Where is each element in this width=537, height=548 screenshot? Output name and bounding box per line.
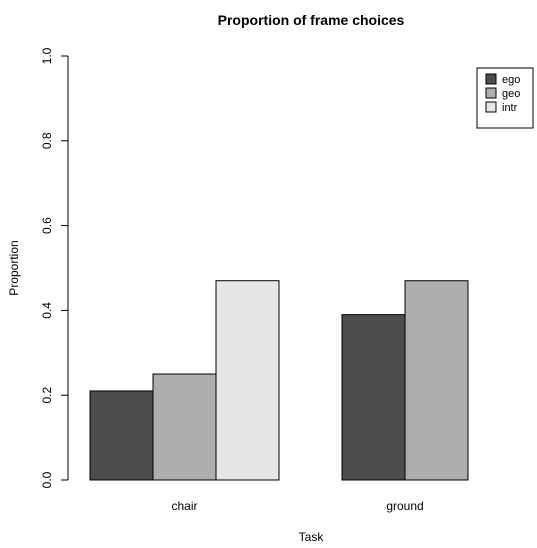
x-tick-label: chair: [171, 499, 197, 513]
bar-geo-chair: [152, 373, 217, 481]
legend: ego geo intr: [476, 67, 534, 129]
y-axis-label: Proportion: [7, 240, 21, 295]
y-tick-label: 0.2: [40, 387, 54, 404]
y-tick-label: 1.0: [40, 47, 54, 64]
legend-swatch-intr: [485, 101, 497, 113]
legend-swatch-geo: [485, 87, 497, 99]
bar-intr-chair: [215, 280, 280, 481]
y-axis: 0.0 0.2 0.4 0.6 0.8 1.0: [40, 47, 69, 488]
legend-box: [476, 67, 534, 129]
legend-label-geo: geo: [502, 88, 520, 100]
y-tick-label: 0.8: [40, 132, 54, 149]
y-tick-label: 0.6: [40, 217, 54, 234]
legend-label-ego: ego: [502, 74, 520, 86]
chart-title: Proportion of frame choices: [218, 12, 405, 28]
legend-label-intr: intr: [502, 102, 518, 114]
bar-geo-ground: [404, 280, 469, 481]
bar-ego-ground: [341, 314, 406, 481]
y-tick-label: 0.4: [40, 302, 54, 319]
legend-swatch-ego: [485, 73, 497, 85]
bar-ego-chair: [89, 390, 154, 481]
x-tick-label: ground: [386, 499, 423, 513]
x-tick-labels: chair ground: [171, 499, 423, 513]
bars-group: [89, 280, 469, 481]
y-tick-label: 0.0: [40, 471, 54, 488]
x-axis-label: Task: [299, 530, 325, 544]
